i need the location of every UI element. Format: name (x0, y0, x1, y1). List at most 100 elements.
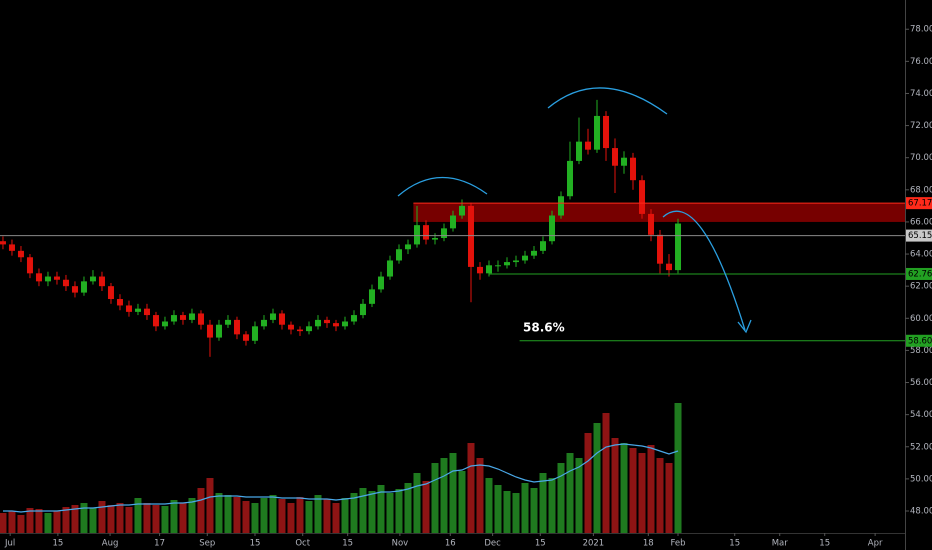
candle-body (8, 244, 15, 251)
candle-body (503, 262, 510, 266)
x-tick-label: Oct (295, 539, 310, 549)
x-tick-label: Apr (868, 539, 883, 549)
candle-body (242, 334, 249, 341)
volume-bar (170, 500, 178, 533)
volume-bar (557, 463, 565, 533)
volume-bar (530, 488, 538, 533)
y-tick-label: 68.00 (910, 185, 932, 195)
volume-bar (89, 508, 97, 533)
y-tick-label: 78.00 (910, 25, 932, 35)
candle-body (458, 205, 465, 216)
candle-body (395, 249, 402, 261)
candle-body (89, 276, 96, 282)
candle-body (116, 299, 123, 306)
candle-body (449, 215, 456, 229)
volume-bar (566, 453, 574, 533)
candle-body (440, 228, 447, 238)
y-tick-label: 62.00 (910, 282, 932, 292)
candle-body (359, 303, 366, 316)
y-tick-label: 70.00 (910, 153, 932, 163)
candle-body (594, 115, 601, 150)
candle-body (62, 279, 69, 287)
candle-body (44, 276, 51, 282)
candle-body (675, 223, 682, 271)
y-tick-label: 48.00 (910, 506, 932, 516)
volume-bar (116, 503, 124, 533)
volume-bar (647, 445, 655, 533)
volume-bar (584, 433, 592, 533)
candle-body (603, 115, 610, 149)
volume-bar (368, 491, 376, 533)
volume-bar (413, 473, 421, 533)
x-tick-label: 15 (342, 539, 353, 549)
candle-body (53, 276, 60, 280)
candle-body (512, 260, 519, 263)
volume-bar (62, 507, 70, 533)
x-tick-label: Mar (772, 539, 789, 549)
candle-body (521, 255, 528, 261)
candle-body (567, 160, 574, 197)
candle-body (0, 241, 6, 245)
volume-bar (512, 493, 520, 533)
volume-bar (539, 473, 547, 533)
volume-bar (206, 478, 214, 533)
x-tick-label: 15 (535, 539, 546, 549)
volume-bar (377, 485, 385, 533)
candle-body (413, 225, 420, 245)
candle-body (170, 315, 177, 322)
candle-body (71, 286, 78, 293)
volume-bar (503, 491, 511, 533)
candle-body (404, 244, 411, 250)
candle-body (296, 329, 303, 332)
volume-bar (422, 481, 430, 533)
price-badge-label: 62.76 (908, 269, 932, 279)
candle-body (476, 266, 483, 274)
candle-body (17, 250, 24, 258)
level-layer (0, 202, 905, 342)
volume-bar (665, 463, 673, 533)
volume-bar (440, 458, 448, 533)
x-tick-label: 2021 (583, 539, 605, 549)
x-tick-label: 15 (250, 539, 261, 549)
candle-body (98, 276, 105, 287)
candle-body (161, 321, 168, 327)
price-badge-label: 67.17 (908, 199, 932, 209)
x-tick-label: Dec (484, 539, 501, 549)
candle-body (549, 215, 556, 242)
volume-bar (593, 423, 601, 533)
candle-body (377, 276, 384, 290)
candle-body (558, 196, 565, 216)
volume-bar (125, 507, 133, 533)
volume-bar (152, 505, 160, 533)
arrow-head (737, 319, 752, 334)
x-tick-label: 15 (819, 539, 830, 549)
volume-bar (134, 498, 142, 533)
y-tick-label: 54.00 (910, 410, 932, 420)
candle-layer (0, 99, 682, 357)
y-tick-label: 50.00 (910, 474, 932, 484)
head-arc-right (547, 87, 668, 115)
candle-body (278, 313, 285, 325)
head-arc-left (397, 176, 488, 197)
candle-body (251, 326, 258, 341)
x-tick-label: 17 (154, 539, 165, 549)
price-badge (906, 197, 932, 210)
candle-body (612, 148, 619, 166)
volume-bar (341, 498, 349, 533)
volume-bar (359, 488, 367, 533)
volume-bar (476, 458, 484, 533)
y-tick-label: 66.00 (910, 217, 932, 227)
candle-body (431, 237, 438, 240)
candle-body (305, 326, 312, 332)
volume-bar (260, 498, 268, 533)
x-tick-label: Aug (102, 539, 119, 549)
volume-bar (287, 503, 295, 533)
candle-body (179, 315, 186, 320)
candle-body (585, 141, 592, 150)
volume-bar (323, 499, 331, 533)
candle-body (197, 313, 204, 325)
candle-body (540, 241, 546, 251)
candle-body (206, 324, 213, 338)
candle-body (648, 213, 655, 235)
